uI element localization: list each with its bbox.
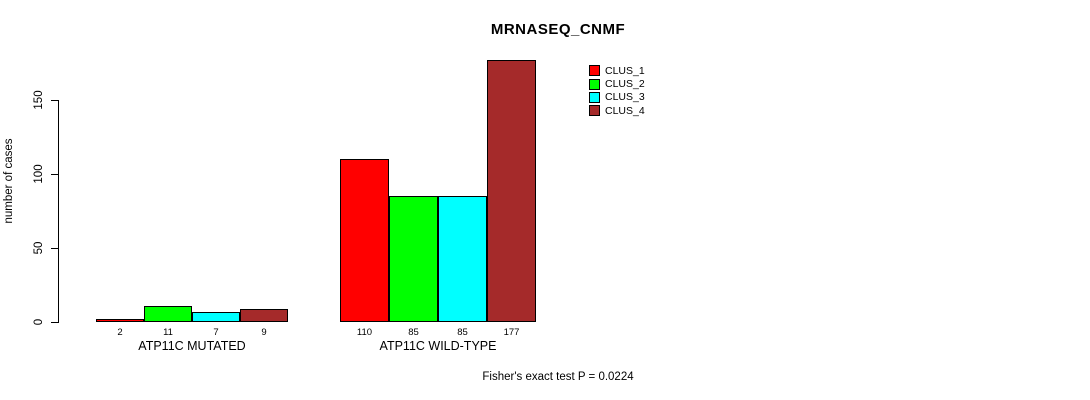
y-axis-tick xyxy=(51,174,58,175)
legend-label: CLUS_4 xyxy=(605,104,645,117)
bar-clus_4-wild-type xyxy=(487,60,536,322)
bar-clus_3-mutated xyxy=(192,312,240,322)
y-axis-label: number of cases xyxy=(3,138,15,224)
legend-item-clus_1: CLUS_1 xyxy=(589,64,645,77)
bar-clus_2-wild-type xyxy=(389,196,438,322)
group-label: ATP11C WILD-TYPE xyxy=(379,339,497,353)
bar-value-label: 11 xyxy=(163,327,173,338)
bar-value-label: 110 xyxy=(356,327,373,338)
legend-swatch-icon xyxy=(589,91,600,103)
legend-label: CLUS_3 xyxy=(605,91,645,104)
legend-item-clus_2: CLUS_2 xyxy=(589,77,645,90)
bar-clus_1-mutated xyxy=(96,319,144,322)
bar-clus_2-mutated xyxy=(144,306,192,322)
legend-swatch-icon xyxy=(589,65,600,77)
bar-value-label: 7 xyxy=(213,327,219,338)
bar-value-label: 2 xyxy=(117,327,123,338)
group-label: ATP11C MUTATED xyxy=(138,339,246,353)
y-axis-tick xyxy=(51,248,58,249)
bar-value-label: 9 xyxy=(261,327,267,338)
legend-swatch-icon xyxy=(589,105,600,117)
legend: CLUS_1 CLUS_2 CLUS_3 CLUS_4 xyxy=(589,64,645,118)
footnote-text: Fisher's exact test P = 0.0224 xyxy=(482,371,634,383)
y-axis-tick xyxy=(51,100,58,101)
bar-value-label: 85 xyxy=(457,327,468,338)
bar-clus_3-wild-type xyxy=(438,196,487,322)
y-axis-tick-label: 0 xyxy=(33,318,45,326)
bar-value-label: 177 xyxy=(503,327,520,338)
y-axis-tick-label: 100 xyxy=(33,164,45,184)
y-axis-tick-label: 150 xyxy=(33,90,45,110)
y-axis-tick-label: 50 xyxy=(33,241,45,255)
bar-value-label: 85 xyxy=(408,327,419,338)
legend-label: CLUS_2 xyxy=(605,78,645,91)
legend-item-clus_4: CLUS_4 xyxy=(589,104,645,117)
legend-label: CLUS_1 xyxy=(605,64,645,77)
chart-title: MRNASEQ_CNMF xyxy=(490,21,626,38)
y-axis-tick xyxy=(51,322,58,323)
legend-swatch-icon xyxy=(589,78,600,90)
y-axis-line xyxy=(58,100,59,323)
bar-clus_4-mutated xyxy=(240,309,288,322)
bar-clus_1-wild-type xyxy=(340,159,389,322)
legend-item-clus_3: CLUS_3 xyxy=(589,91,645,104)
